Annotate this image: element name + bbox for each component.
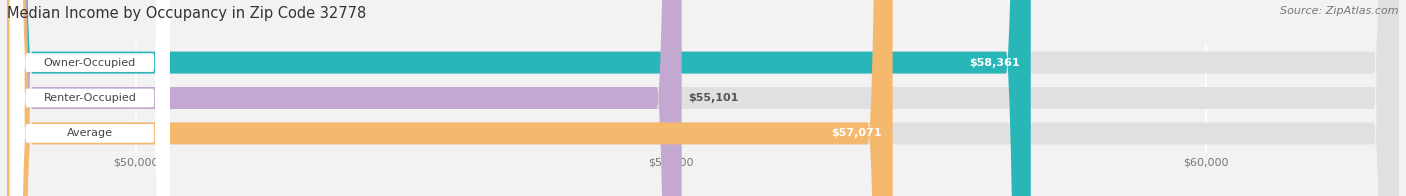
FancyBboxPatch shape [7,0,1399,196]
FancyBboxPatch shape [7,0,1399,196]
FancyBboxPatch shape [7,0,893,196]
FancyBboxPatch shape [10,0,170,196]
Text: Renter-Occupied: Renter-Occupied [44,93,136,103]
Text: Average: Average [67,128,112,138]
Text: $55,101: $55,101 [689,93,740,103]
Text: $57,071: $57,071 [831,128,882,138]
FancyBboxPatch shape [7,0,1399,196]
FancyBboxPatch shape [7,0,682,196]
FancyBboxPatch shape [10,0,170,196]
Text: Owner-Occupied: Owner-Occupied [44,58,136,68]
Text: Median Income by Occupancy in Zip Code 32778: Median Income by Occupancy in Zip Code 3… [7,6,367,21]
Text: Source: ZipAtlas.com: Source: ZipAtlas.com [1281,6,1399,16]
FancyBboxPatch shape [7,0,1031,196]
FancyBboxPatch shape [10,0,170,196]
Text: $58,361: $58,361 [969,58,1019,68]
